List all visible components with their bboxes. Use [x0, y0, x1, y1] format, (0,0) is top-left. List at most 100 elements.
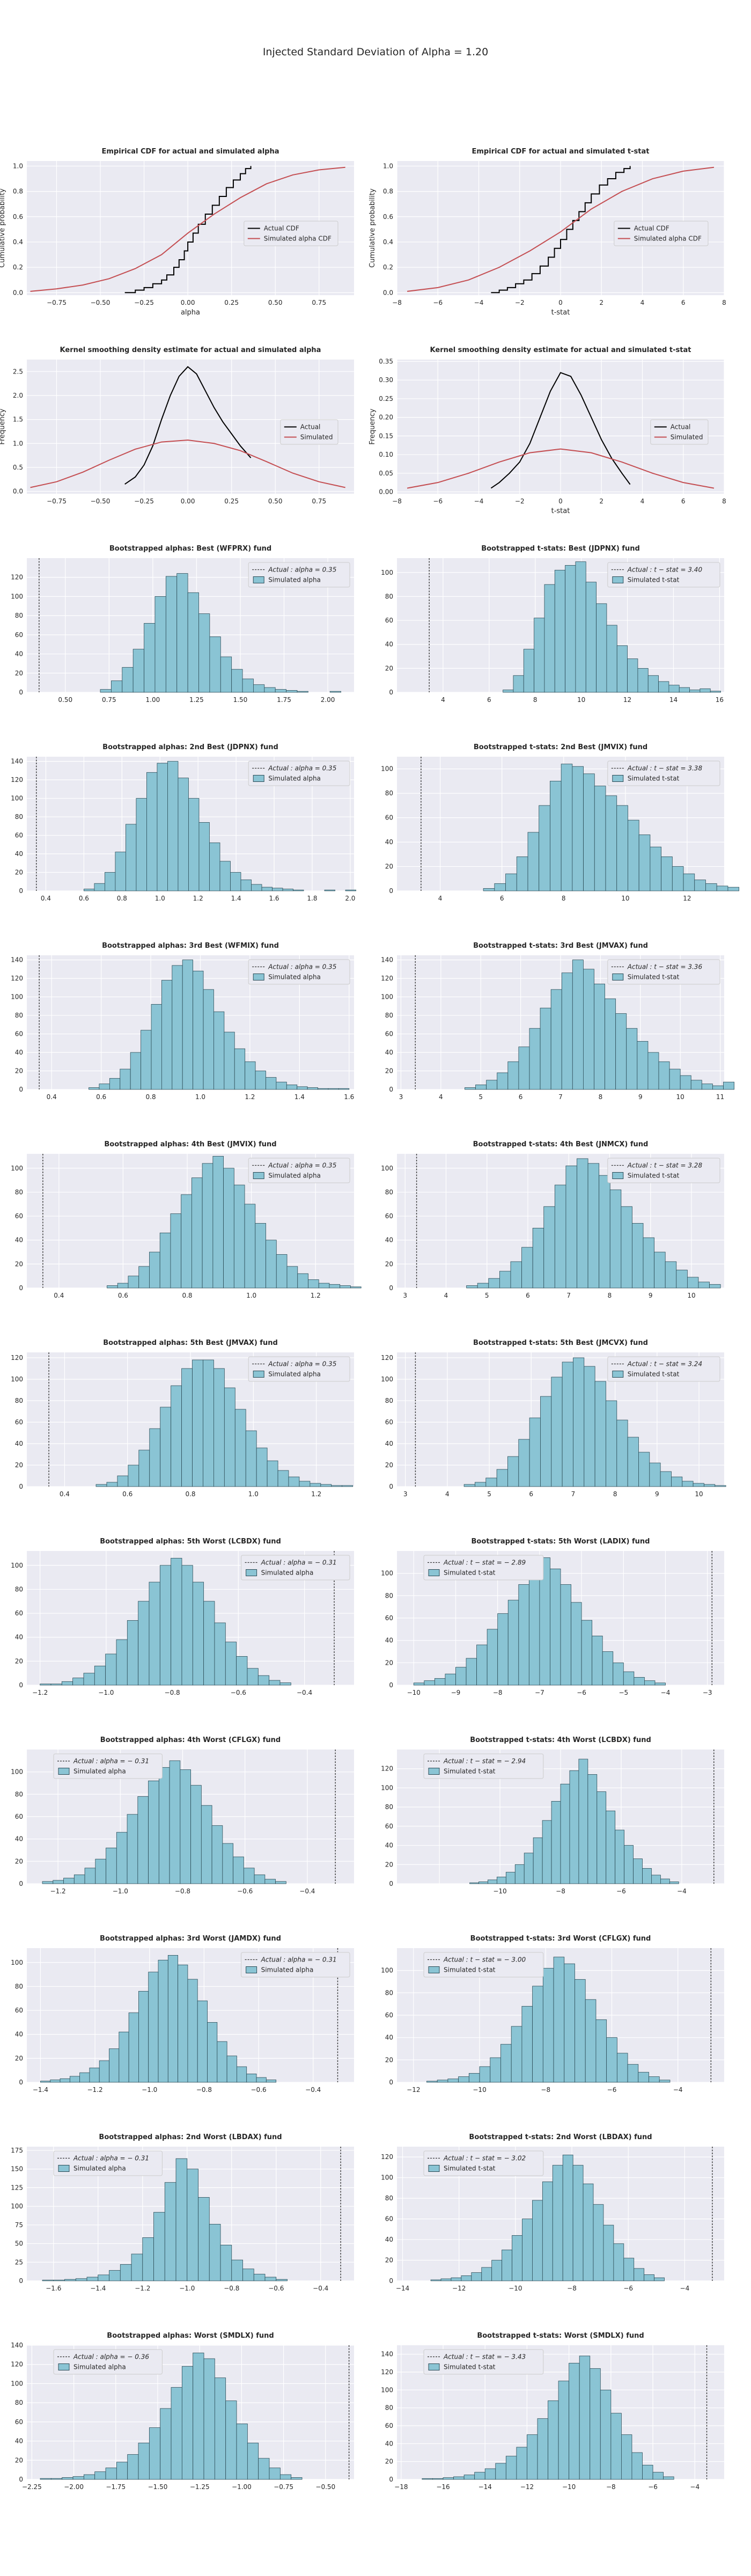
histogram-bar: [637, 668, 649, 693]
legend-label: Simulated alpha: [268, 1371, 321, 1378]
chart-title: Bootstrapped t-stats: 5th Best (JMCVX) f…: [473, 1339, 648, 1347]
legend-label: Actual : t − stat = − 2.89: [443, 1559, 526, 1567]
histogram-bar: [246, 2073, 257, 2083]
y-tick-label: 0: [19, 1880, 23, 1887]
legend-label: Simulated t-stat: [444, 2165, 496, 2172]
y-tick-label: 0: [19, 1086, 23, 1093]
histogram-bar: [443, 2477, 454, 2480]
legend-label: Simulated alpha CDF: [634, 235, 702, 243]
x-tick-label: 12: [623, 696, 631, 704]
histogram-bar: [560, 1783, 570, 1884]
histogram-bar: [50, 1684, 62, 1686]
histogram-bar: [693, 1483, 704, 1487]
histogram-bar: [694, 880, 706, 891]
legend-swatch-bar: [246, 1966, 257, 1973]
histogram-bar: [142, 2237, 154, 2281]
histogram-bar: [198, 613, 210, 693]
chart-panel: 0.50 0.75 1.00 1.25 1.50 1.75 2.00 0 20 40 60 80 100…: [11, 545, 354, 704]
x-tick-label: 1.75: [277, 696, 291, 704]
x-tick-label: −12: [407, 2086, 420, 2094]
x-tick-label: 14: [669, 696, 678, 704]
chart-title: Bootstrapped t-stats: 4th Best (JNMCX) f…: [473, 1140, 649, 1148]
x-tick-label: −4: [673, 2086, 683, 2094]
x-axis-label: alpha: [181, 309, 200, 317]
y-tick-label: 80: [385, 1592, 393, 1599]
y-tick-label: 0: [19, 1284, 23, 1292]
histogram-bar: [40, 2081, 51, 2083]
legend-frame: [423, 1952, 544, 1978]
histogram-bar: [220, 2244, 232, 2281]
legend-label: Actual : alpha = − 0.36: [73, 2353, 149, 2361]
histogram-bar: [266, 1240, 277, 1289]
histogram-bar: [413, 1682, 425, 1686]
y-tick-label: 80: [385, 1188, 393, 1196]
y-tick-label: 60: [15, 2007, 23, 2014]
x-tick-label: 4: [444, 1292, 448, 1299]
chart-panel: 4 6 8 10 12 14 16 0 20 40 60 80 100 Bootstrapped t-st…: [381, 545, 724, 704]
legend-frame: [248, 1158, 350, 1183]
histogram-bar: [471, 2272, 482, 2281]
histogram-bar: [120, 1069, 131, 1090]
histogram-bar: [690, 1080, 702, 1090]
y-tick-label: 100: [11, 795, 23, 802]
histogram-bar: [534, 618, 545, 693]
histogram-bar: [234, 1409, 246, 1487]
chart-title: Kernel smoothing density estimate for ac…: [430, 346, 691, 354]
legend: Actual : t − stat = − 3.02 Simulated t-st…: [423, 2150, 544, 2176]
histogram-bar: [490, 2057, 501, 2083]
histogram-bar: [602, 1651, 614, 1686]
x-tick-label: −1.2: [135, 2285, 150, 2292]
histogram-bar: [242, 2268, 254, 2281]
histogram-bar: [569, 1770, 579, 1884]
x-tick-label: 0.4: [41, 895, 51, 902]
histogram-bar: [187, 1979, 198, 2083]
y-tick-label: 1.0: [383, 162, 393, 170]
histogram-bar: [528, 1571, 540, 1686]
legend-frame: [607, 959, 720, 985]
histogram-bar: [540, 1396, 552, 1487]
x-tick-label: −1.0: [142, 2086, 157, 2094]
histogram-bar: [505, 2456, 517, 2480]
chart-title: Empirical CDF for actual and simulated a…: [102, 148, 279, 156]
y-tick-label: 40: [15, 1236, 23, 1244]
histogram-bar: [626, 1028, 638, 1090]
legend: Actual : t − stat = − 3.00 Simulated t-st…: [423, 1952, 544, 1978]
histogram-bar: [203, 989, 214, 1090]
chart-panel: 0.4 0.6 0.8 1.0 1.2 0 20 40 60 80 100 Bootstrapped …: [11, 1140, 362, 1299]
chart-panel: −8 −6 −4 −2 0 2 4 6 8 0.00 0.05 0.10 0.15 0.20 0.25 0.3…: [369, 346, 726, 515]
x-tick-label: 10: [676, 1093, 684, 1101]
histogram-bar: [561, 764, 573, 891]
histogram-bar: [331, 1485, 343, 1487]
legend-label: Actual : alpha = − 0.31: [261, 1559, 337, 1567]
x-tick-label: 1.6: [269, 895, 279, 902]
histogram-bar: [234, 1048, 246, 1090]
y-tick-label: 75: [15, 2221, 23, 2229]
histogram-bar: [716, 885, 728, 891]
x-tick-label: 8: [613, 1490, 617, 1498]
y-tick-label: 40: [15, 2438, 23, 2445]
x-axis-label: t-stat: [551, 507, 570, 515]
histogram-bar: [676, 1270, 688, 1289]
legend-swatch-bar: [253, 775, 264, 782]
y-tick-label: 40: [385, 2034, 393, 2041]
x-tick-label: 1.2: [311, 1490, 321, 1498]
x-tick-label: 1.8: [307, 895, 317, 902]
legend-label: Actual : alpha = 0.35: [268, 765, 336, 772]
histogram-bar: [518, 1584, 529, 1686]
histogram-bar: [153, 2212, 165, 2281]
y-tick-label: 20: [15, 1260, 23, 1268]
histogram-bar: [621, 2434, 632, 2480]
y-tick-label: 80: [385, 1989, 393, 1996]
x-tick-label: 3: [399, 1093, 403, 1101]
histogram-bar: [488, 1278, 500, 1289]
histogram-bar: [247, 2442, 259, 2480]
histogram-bar: [605, 795, 617, 891]
histogram-bar: [683, 873, 695, 891]
y-tick-label: 120: [11, 574, 23, 581]
legend-label: Actual: [671, 423, 691, 431]
x-tick-label: −1.0: [179, 2285, 195, 2292]
histogram-bar: [146, 772, 158, 891]
y-tick-label: 0.0: [13, 488, 23, 495]
chart-title: Bootstrapped alphas: 4th Worst (CFLGX) f…: [100, 1736, 281, 1744]
histogram-bar: [172, 965, 183, 1090]
